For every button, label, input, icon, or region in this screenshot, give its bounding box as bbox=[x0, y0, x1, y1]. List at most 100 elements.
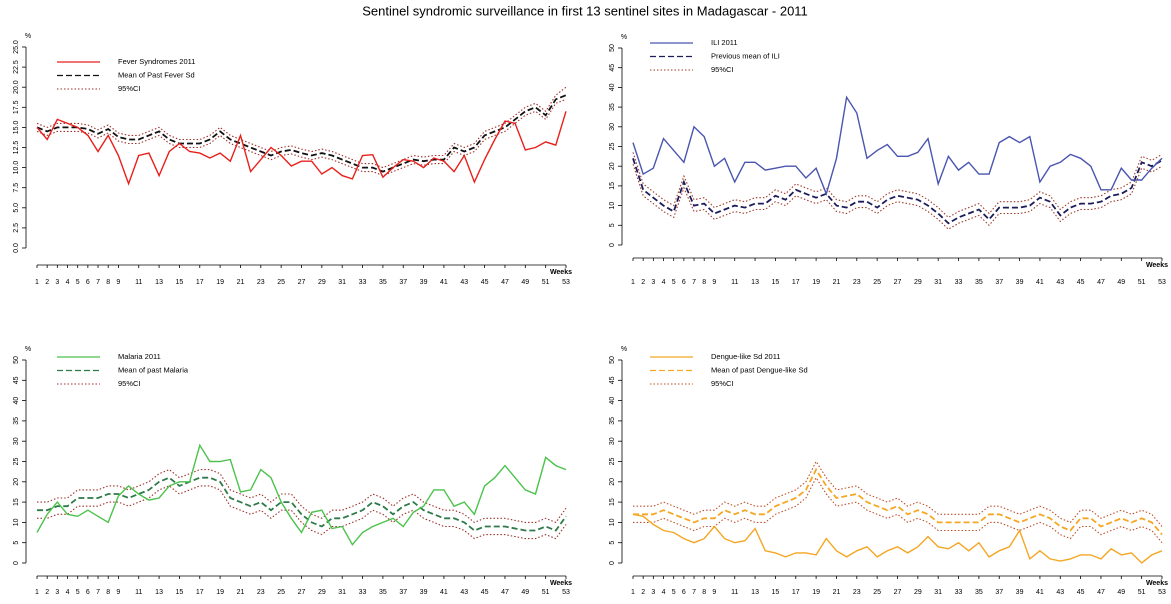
x-tick-label: 39 bbox=[1016, 589, 1024, 596]
y-tick-label: 40 bbox=[609, 83, 616, 91]
x-tick-label: 15 bbox=[772, 279, 780, 286]
x-tick-label: 53 bbox=[562, 279, 570, 286]
x-tick-label: 35 bbox=[975, 589, 983, 596]
series-line bbox=[633, 467, 1163, 536]
x-tick-label: 8 bbox=[702, 279, 706, 286]
x-tick-label: 11 bbox=[135, 279, 142, 286]
x-tick-label: 27 bbox=[894, 589, 902, 596]
x-tick-label: 33 bbox=[359, 279, 367, 286]
x-tick-label: 17 bbox=[792, 589, 800, 596]
x-tick-label: 4 bbox=[662, 279, 666, 286]
x-tick-label: 27 bbox=[298, 589, 306, 596]
x-tick-label: 31 bbox=[338, 589, 346, 596]
series-line bbox=[37, 476, 567, 532]
x-tick-label: 9 bbox=[116, 279, 120, 286]
x-tick-label: 35 bbox=[379, 589, 387, 596]
x-tick-label: 25 bbox=[873, 589, 881, 596]
y-tick-label: 17.5 bbox=[13, 100, 20, 114]
x-tick-label: 15 bbox=[176, 279, 184, 286]
x-tick-label: 23 bbox=[853, 279, 861, 286]
y-tick-label: 35 bbox=[609, 103, 616, 111]
legend-label: Fever Syndromes 2011 bbox=[118, 57, 195, 66]
x-tick-label: 49 bbox=[1117, 589, 1125, 596]
legend-label: Mean of Past Fever Sd bbox=[118, 70, 195, 79]
x-tick-label: 29 bbox=[318, 589, 326, 596]
x-axis-label: Weeks bbox=[1146, 580, 1168, 587]
x-tick-label: 9 bbox=[712, 589, 716, 596]
y-axis-label: % bbox=[25, 346, 31, 353]
x-tick-label: 5 bbox=[672, 589, 676, 596]
x-tick-label: 6 bbox=[682, 279, 686, 286]
x-tick-label: 3 bbox=[651, 589, 655, 596]
x-tick-label: 39 bbox=[420, 279, 428, 286]
x-tick-label: 29 bbox=[914, 279, 922, 286]
y-tick-label: 5 bbox=[609, 223, 616, 227]
x-tick-label: 19 bbox=[216, 589, 224, 596]
x-tick-label: 6 bbox=[86, 589, 90, 596]
x-tick-label: 5 bbox=[76, 589, 80, 596]
x-tick-label: 4 bbox=[66, 279, 70, 286]
x-tick-label: 49 bbox=[521, 279, 529, 286]
y-tick-label: 30 bbox=[609, 123, 616, 131]
x-tick-label: 19 bbox=[812, 589, 820, 596]
x-axis-label: Weeks bbox=[550, 269, 572, 276]
y-tick-label: 10 bbox=[13, 518, 20, 526]
series-line bbox=[36, 94, 567, 173]
x-tick-label: 49 bbox=[1117, 279, 1125, 286]
x-tick-label: 9 bbox=[116, 589, 120, 596]
x-tick-label: 6 bbox=[86, 279, 90, 286]
x-tick-label: 37 bbox=[399, 589, 407, 596]
x-tick-label: 4 bbox=[66, 589, 70, 596]
x-tick-label: 39 bbox=[420, 589, 428, 596]
y-tick-label: 35 bbox=[609, 417, 616, 425]
x-tick-label: 27 bbox=[894, 279, 902, 286]
y-tick-label: 0 bbox=[609, 561, 616, 565]
y-tick-label: 35 bbox=[13, 417, 20, 425]
x-tick-label: 1 bbox=[35, 589, 39, 596]
legend-label: Malaria 2011 bbox=[118, 352, 161, 361]
series-line bbox=[632, 164, 1163, 230]
series-line bbox=[37, 485, 567, 540]
x-tick-label: 51 bbox=[1138, 279, 1146, 286]
x-tick-label: 45 bbox=[1077, 589, 1085, 596]
x-tick-label: 23 bbox=[257, 589, 265, 596]
y-tick-label: 25 bbox=[13, 458, 20, 466]
y-tick-label: 25 bbox=[609, 143, 616, 151]
y-tick-label: 40 bbox=[609, 397, 616, 405]
x-tick-label: 43 bbox=[1056, 279, 1064, 286]
x-tick-label: 51 bbox=[542, 279, 550, 286]
x-tick-label: 15 bbox=[772, 589, 780, 596]
y-tick-label: 20 bbox=[609, 478, 616, 486]
legend-label: 95%CI bbox=[711, 379, 734, 388]
x-tick-label: 8 bbox=[702, 589, 706, 596]
x-tick-label: 11 bbox=[135, 589, 142, 596]
x-tick-label: 47 bbox=[1097, 589, 1105, 596]
x-tick-label: 3 bbox=[55, 279, 59, 286]
series-line bbox=[632, 158, 1163, 225]
x-tick-label: 5 bbox=[672, 279, 676, 286]
x-tick-label: 21 bbox=[833, 589, 841, 596]
legend-label: 95%CI bbox=[118, 84, 141, 93]
x-tick-label: 31 bbox=[338, 279, 346, 286]
x-tick-label: 27 bbox=[298, 279, 306, 286]
x-tick-label: 47 bbox=[501, 279, 509, 286]
x-tick-label: 41 bbox=[440, 279, 448, 286]
x-tick-label: 7 bbox=[96, 279, 100, 286]
y-tick-label: 0 bbox=[13, 561, 20, 565]
y-tick-label: 15 bbox=[13, 498, 20, 506]
y-tick-label: 10 bbox=[609, 202, 616, 210]
x-tick-label: 37 bbox=[995, 279, 1003, 286]
x-tick-label: 39 bbox=[1016, 279, 1024, 286]
x-tick-label: 25 bbox=[873, 279, 881, 286]
x-tick-label: 3 bbox=[651, 279, 655, 286]
legend-label: ILI 2011 bbox=[711, 38, 738, 47]
x-tick-label: 23 bbox=[853, 589, 861, 596]
y-axis-label: % bbox=[621, 34, 627, 41]
series-line bbox=[633, 460, 1163, 527]
x-tick-label: 41 bbox=[440, 589, 448, 596]
x-tick-label: 43 bbox=[460, 279, 468, 286]
x-tick-label: 29 bbox=[318, 279, 326, 286]
x-tick-label: 13 bbox=[155, 279, 163, 286]
x-tick-label: 2 bbox=[45, 589, 49, 596]
y-tick-label: 30 bbox=[609, 437, 616, 445]
